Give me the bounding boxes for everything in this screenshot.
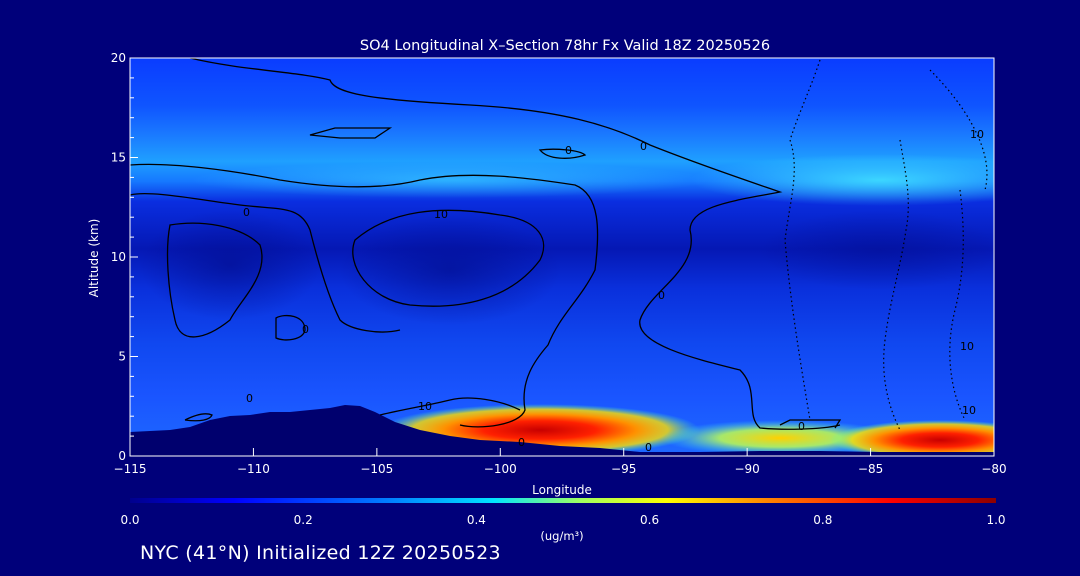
contour-lines: [130, 58, 842, 430]
colorbar-tick-label: 0.2: [294, 513, 313, 527]
x-tick-label: −85: [858, 462, 883, 476]
contour-label: 0: [565, 144, 572, 157]
x-axis-label: Longitude: [532, 483, 592, 497]
x-axis: −115 −110 −105 −100 −95 −90 −85 −80: [114, 448, 1007, 476]
contour-label: 0: [658, 289, 665, 302]
surface-plume-east: [830, 420, 994, 456]
x-tick-label: −100: [484, 462, 517, 476]
contour-label: 10: [970, 128, 984, 141]
y-axis: 0 5 10 15 20: [111, 51, 138, 463]
contour-label: 0: [243, 206, 250, 219]
colorbar-tick-label: 0.4: [467, 513, 486, 527]
y-tick-label: 15: [111, 151, 126, 165]
contour-label: 0: [518, 436, 525, 449]
dotted-contours: [784, 59, 988, 431]
contour-label: 10: [960, 340, 974, 353]
terrain: [130, 405, 994, 456]
x-tick-label: −110: [237, 462, 270, 476]
x-tick-label: −95: [611, 462, 636, 476]
colorbar-ticks: 0.0 0.2 0.4 0.6 0.8 1.0: [120, 513, 1005, 527]
x-tick-label: −90: [734, 462, 759, 476]
y-tick-label: 10: [111, 250, 126, 264]
contour-label: 0: [302, 323, 309, 336]
cyan-layer-east: [690, 154, 994, 206]
colorbar-tick-label: 0.8: [813, 513, 832, 527]
x-tick-label: −105: [360, 462, 393, 476]
colorbar-units: (ug/m³): [540, 529, 583, 543]
colorbar-tick-label: 0.0: [120, 513, 139, 527]
contour-label: 0: [246, 392, 253, 405]
cyan-layer-west: [190, 162, 710, 198]
plot-area: 0 0 0 0 0 10 10 0 0 0 10 10 0 10: [130, 58, 994, 456]
colorbar-tick-label: 0.6: [640, 513, 659, 527]
dark-core-center: [340, 215, 560, 325]
x-tick-label: −80: [981, 462, 1006, 476]
x-tick-label: −115: [114, 462, 147, 476]
contour-label: 10: [434, 208, 448, 221]
contour-label: 0: [645, 441, 652, 454]
dark-core-east: [760, 210, 994, 290]
contour-label: 0: [798, 420, 805, 433]
colorbar: 0.0 0.2 0.4 0.6 0.8 1.0 (ug/m³): [120, 498, 1006, 543]
dark-core-west: [140, 210, 320, 320]
y-tick-label: 0: [118, 449, 126, 463]
colorbar-tick-label: 1.0: [986, 513, 1005, 527]
y-tick-label: 20: [111, 51, 126, 65]
chart-title: SO4 Longitudinal X–Section 78hr Fx Valid…: [360, 38, 770, 54]
contour-label: 10: [962, 404, 976, 417]
colorbar-ramp: [130, 498, 996, 503]
y-axis-label: Altitude (km): [87, 219, 101, 298]
contour-label: 10: [418, 400, 432, 413]
contour-label: 0: [640, 140, 647, 153]
y-tick-label: 5: [118, 350, 126, 364]
run-info-caption: NYC (41°N) Initialized 12Z 20250523: [140, 542, 501, 564]
contour-labels: 0 0 0 0 0 10 10 0 0 0 10 10 0 10: [243, 128, 984, 454]
